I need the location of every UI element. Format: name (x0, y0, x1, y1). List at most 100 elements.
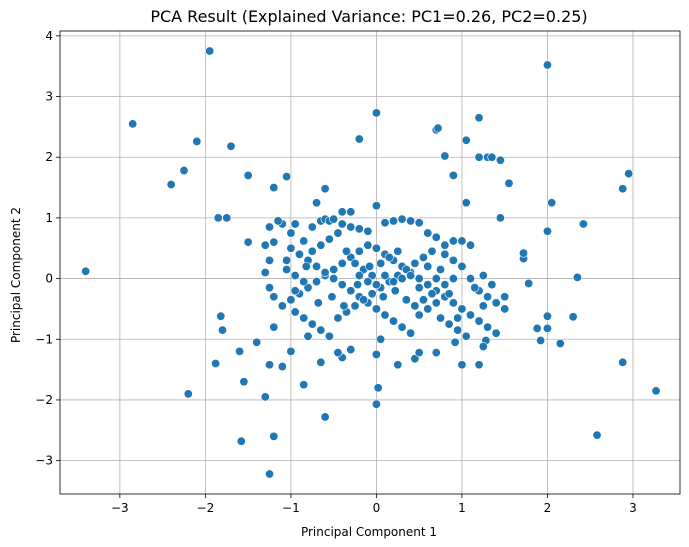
data-point (542, 323, 552, 333)
data-point (350, 301, 360, 311)
data-point (504, 178, 514, 188)
data-point (414, 218, 424, 228)
x-tick-label: 1 (458, 501, 466, 515)
data-point (393, 246, 403, 256)
y-tick-label: −2 (35, 393, 53, 407)
data-point (376, 258, 386, 268)
data-point (389, 277, 399, 287)
data-point (397, 322, 407, 332)
data-point (436, 264, 446, 274)
data-point (389, 316, 399, 326)
data-point (350, 258, 360, 268)
data-point (555, 339, 565, 349)
data-point (312, 198, 322, 208)
y-axis-ticks: −3 −2 −1 0 1 2 3 4 (35, 29, 60, 468)
data-point (448, 274, 458, 284)
data-point (651, 386, 661, 396)
data-point (483, 322, 493, 332)
data-point (286, 243, 296, 253)
data-point (431, 232, 441, 242)
data-point (418, 295, 428, 305)
x-tick-label: 0 (373, 501, 381, 515)
data-point (389, 216, 399, 226)
data-point (483, 292, 493, 302)
data-point (269, 322, 279, 332)
data-point (301, 261, 311, 271)
data-point (444, 319, 454, 329)
plot-frame (59, 30, 681, 495)
data-point (363, 277, 373, 287)
data-point (474, 152, 484, 162)
x-tick-label: −1 (282, 501, 300, 515)
data-point (376, 334, 386, 344)
data-point (474, 316, 484, 326)
y-tick-label: 1 (45, 211, 53, 225)
data-point (542, 311, 552, 321)
data-point (128, 119, 138, 129)
data-point (290, 286, 300, 296)
data-point (423, 280, 433, 290)
data-point (431, 274, 441, 284)
data-point (474, 360, 484, 370)
data-point (303, 331, 313, 341)
data-point (371, 304, 381, 314)
data-point (294, 249, 304, 259)
data-point (448, 170, 458, 180)
data-point (423, 261, 433, 271)
data-point (406, 328, 416, 338)
data-point (453, 325, 463, 335)
data-point (414, 283, 424, 293)
data-point (183, 389, 193, 399)
data-point (624, 169, 634, 179)
data-point (418, 252, 428, 262)
data-point (303, 283, 313, 293)
data-point (532, 323, 542, 333)
data-point (461, 198, 471, 208)
data-point (384, 252, 394, 262)
data-point (354, 271, 364, 281)
data-point (269, 237, 279, 247)
data-point (618, 357, 628, 367)
data-point (371, 108, 381, 118)
data-point (327, 292, 337, 302)
y-tick-label: 2 (45, 150, 53, 164)
data-point (286, 295, 296, 305)
data-point (578, 219, 588, 229)
data-point (457, 304, 467, 314)
y-tick-label: 0 (45, 272, 53, 286)
data-point (500, 292, 510, 302)
data-point (290, 219, 300, 229)
data-point (299, 380, 309, 390)
x-tick-label: 3 (629, 501, 637, 515)
data-point (290, 307, 300, 317)
y-tick-label: 3 (45, 90, 53, 104)
x-tick-label: −2 (197, 501, 215, 515)
data-point (427, 246, 437, 256)
data-point (273, 216, 283, 226)
data-point (337, 219, 347, 229)
x-tick-label: 2 (544, 501, 552, 515)
data-point (277, 301, 287, 311)
data-point (299, 277, 309, 287)
data-point (239, 377, 249, 387)
data-point (320, 184, 330, 194)
data-point (354, 224, 364, 234)
data-point (536, 335, 546, 345)
data-point (457, 360, 467, 370)
data-point (286, 228, 296, 238)
data-point (542, 226, 552, 236)
data-point (312, 261, 322, 271)
data-point (414, 274, 424, 284)
data-point (354, 134, 364, 144)
data-point (380, 310, 390, 320)
data-point (524, 278, 534, 288)
y-axis-label: Principal Component 2 (9, 207, 23, 343)
data-point (333, 313, 343, 323)
data-point (414, 348, 424, 358)
data-point (217, 325, 227, 335)
data-point (436, 313, 446, 323)
data-point (406, 271, 416, 281)
data-point (269, 292, 279, 302)
data-point (312, 277, 322, 287)
data-point (371, 280, 381, 290)
